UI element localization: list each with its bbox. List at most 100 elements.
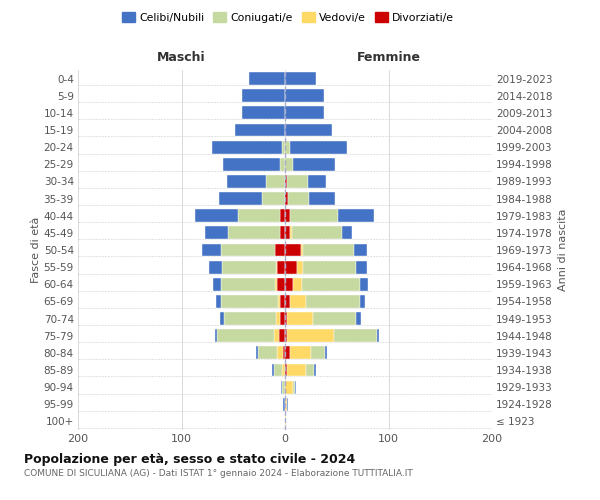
Bar — [223, 158, 280, 170]
Bar — [222, 260, 275, 274]
Bar — [301, 244, 302, 256]
Bar — [285, 330, 287, 342]
Legend: Celibi/Nubili, Coniugati/e, Vedovi/e, Divorziati/e: Celibi/Nubili, Coniugati/e, Vedovi/e, Di… — [118, 8, 458, 27]
Bar — [282, 380, 285, 394]
Bar — [275, 260, 277, 274]
Bar — [221, 295, 278, 308]
Bar — [219, 192, 262, 205]
Bar — [285, 295, 290, 308]
Bar — [274, 330, 279, 342]
Bar — [287, 312, 313, 325]
Bar — [205, 226, 228, 239]
Bar — [262, 192, 285, 205]
Bar — [221, 244, 275, 256]
Bar — [228, 226, 280, 239]
Text: Femmine: Femmine — [356, 51, 421, 64]
Bar — [220, 312, 224, 325]
Bar — [285, 346, 290, 360]
Bar — [285, 364, 287, 376]
Bar — [342, 226, 352, 239]
Bar — [282, 364, 285, 376]
Bar — [280, 226, 285, 239]
Bar — [285, 226, 290, 239]
Bar — [313, 312, 356, 325]
Bar — [277, 260, 285, 274]
Bar — [302, 260, 356, 274]
Bar — [325, 346, 328, 360]
Bar — [202, 244, 221, 256]
Bar — [285, 312, 287, 325]
Bar — [377, 330, 379, 342]
Bar — [277, 278, 285, 290]
Bar — [266, 175, 285, 188]
Bar — [283, 398, 285, 410]
Bar — [285, 278, 293, 290]
Bar — [224, 312, 275, 325]
Bar — [195, 210, 238, 222]
Bar — [258, 346, 277, 360]
Bar — [293, 278, 302, 290]
Bar — [212, 278, 221, 290]
Bar — [221, 278, 275, 290]
Bar — [278, 295, 280, 308]
Bar — [275, 278, 277, 290]
Bar — [309, 192, 335, 205]
Bar — [279, 330, 285, 342]
Bar — [281, 380, 282, 394]
Text: Maschi: Maschi — [157, 51, 206, 64]
Bar — [356, 260, 367, 274]
Bar — [256, 346, 258, 360]
Bar — [306, 295, 359, 308]
Bar — [242, 106, 285, 120]
Bar — [238, 210, 280, 222]
Bar — [287, 364, 306, 376]
Bar — [285, 124, 332, 136]
Bar — [277, 346, 283, 360]
Bar — [215, 295, 221, 308]
Bar — [242, 90, 285, 102]
Bar — [306, 364, 314, 376]
Bar — [285, 398, 287, 410]
Bar — [359, 295, 365, 308]
Bar — [285, 380, 293, 394]
Bar — [290, 346, 311, 360]
Y-axis label: Fasce di età: Fasce di età — [31, 217, 41, 283]
Bar — [272, 364, 274, 376]
Bar — [290, 140, 347, 153]
Bar — [285, 244, 301, 256]
Bar — [274, 364, 282, 376]
Y-axis label: Anni di nascita: Anni di nascita — [559, 209, 568, 291]
Bar — [280, 312, 285, 325]
Bar — [280, 158, 285, 170]
Bar — [290, 226, 292, 239]
Bar — [290, 295, 306, 308]
Bar — [285, 72, 316, 85]
Bar — [285, 175, 287, 188]
Bar — [285, 415, 286, 428]
Bar — [275, 312, 280, 325]
Bar — [311, 346, 325, 360]
Bar — [338, 210, 374, 222]
Bar — [287, 330, 334, 342]
Bar — [285, 210, 290, 222]
Bar — [285, 158, 293, 170]
Bar — [283, 346, 285, 360]
Bar — [295, 380, 296, 394]
Bar — [290, 210, 338, 222]
Bar — [293, 380, 295, 394]
Bar — [285, 260, 298, 274]
Bar — [215, 330, 217, 342]
Bar — [314, 364, 316, 376]
Bar — [334, 330, 377, 342]
Bar — [285, 192, 288, 205]
Bar — [212, 140, 282, 153]
Bar — [287, 398, 288, 410]
Bar — [280, 210, 285, 222]
Bar — [235, 124, 285, 136]
Bar — [285, 90, 325, 102]
Bar — [359, 278, 368, 290]
Bar — [249, 72, 285, 85]
Bar — [287, 175, 308, 188]
Text: Popolazione per età, sesso e stato civile - 2024: Popolazione per età, sesso e stato civil… — [24, 452, 355, 466]
Bar — [356, 312, 361, 325]
